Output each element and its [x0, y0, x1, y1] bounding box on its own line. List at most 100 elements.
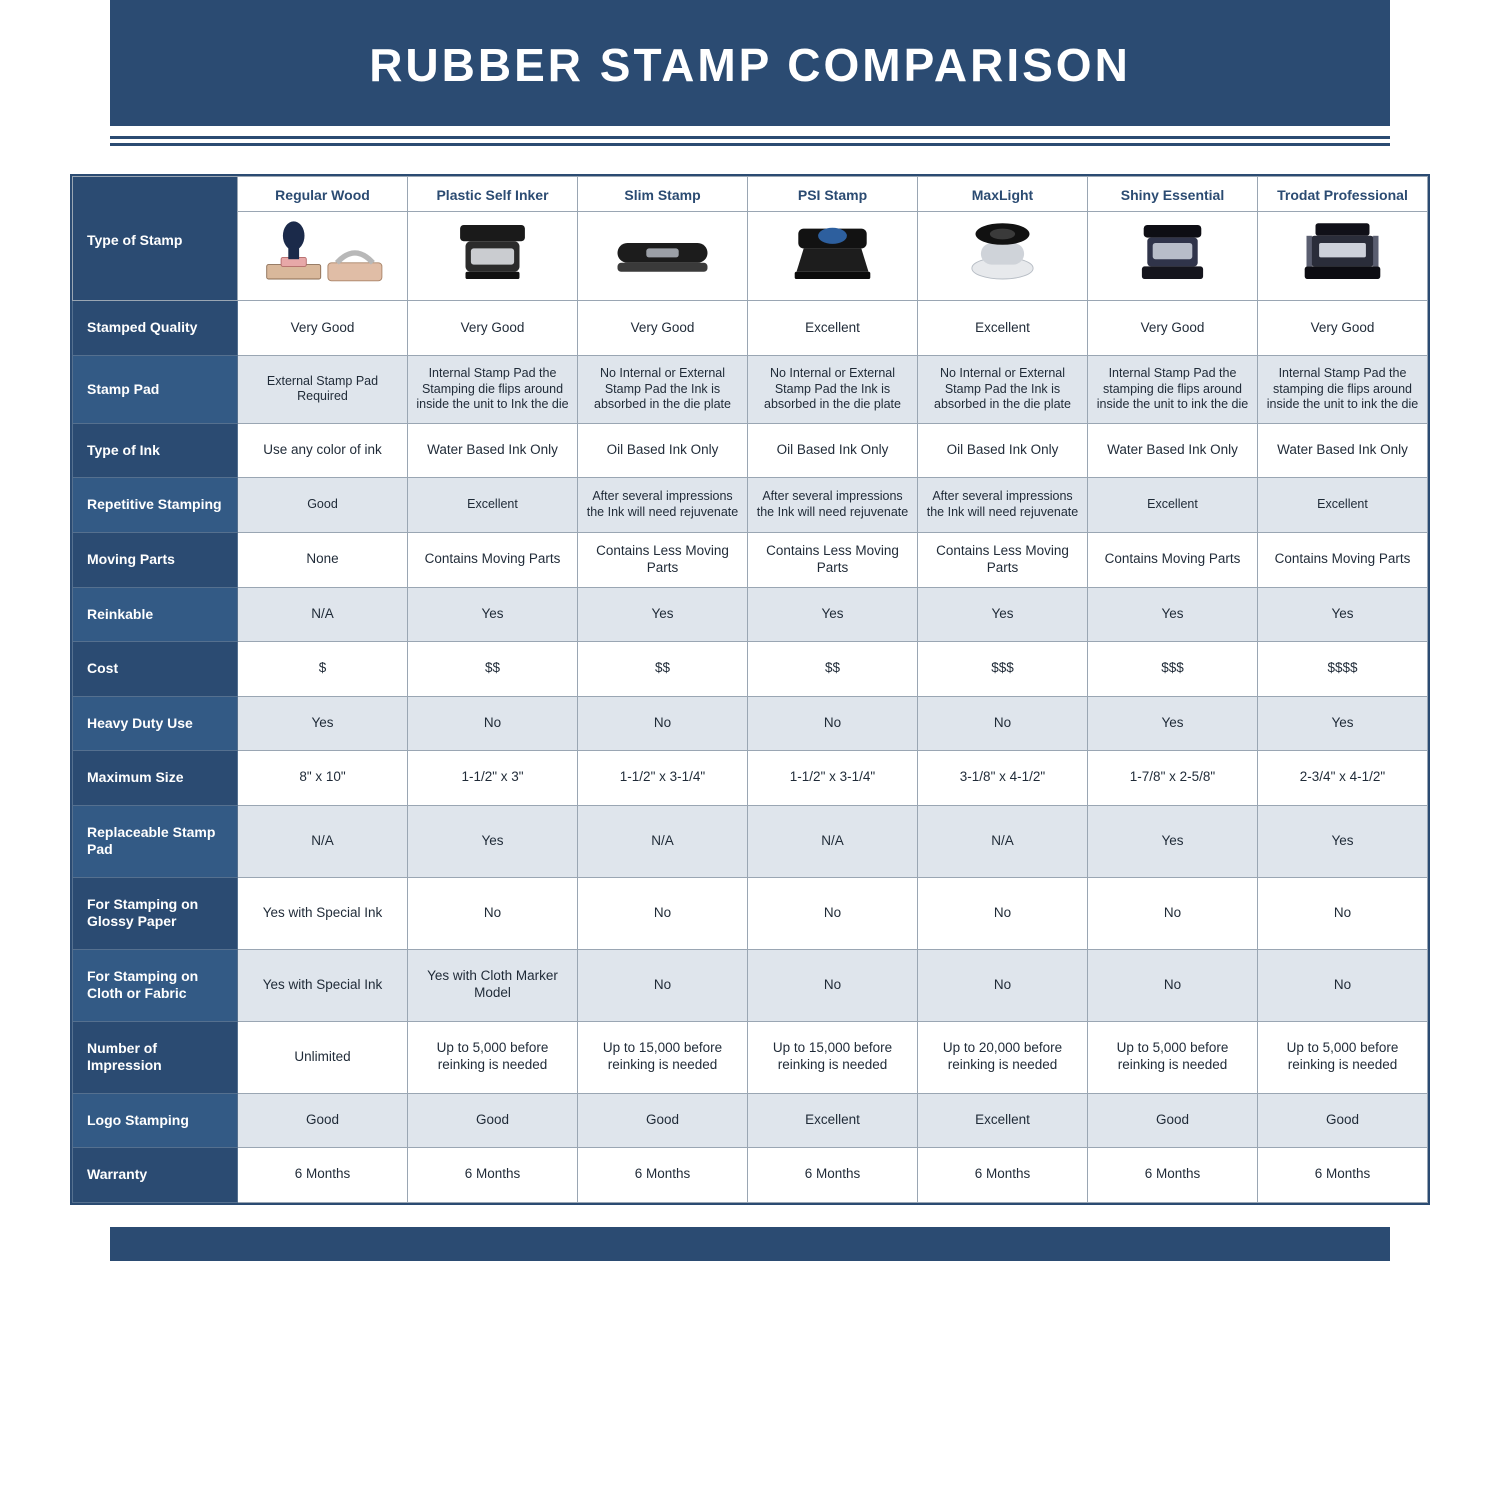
row-label: For Stamping on Cloth or Fabric [73, 949, 238, 1021]
table-cell: Up to 15,000 before reinking is needed [578, 1021, 748, 1093]
table-cell: Up to 5,000 before reinking is needed [1258, 1021, 1428, 1093]
page: RUBBER STAMP COMPARISON Type of Stamp Re… [0, 0, 1500, 1261]
row-label: Maximum Size [73, 751, 238, 806]
table-cell: $$$ [918, 642, 1088, 697]
table-cell: 1-7/8" x 2-5/8" [1088, 751, 1258, 806]
table-cell: Internal Stamp Pad the Stamping die flip… [408, 355, 578, 423]
table-cell: N/A [748, 805, 918, 877]
title-rule [110, 136, 1390, 146]
table-cell: No [748, 877, 918, 949]
table-cell: $$$ [1088, 642, 1258, 697]
footer-bar [110, 1227, 1390, 1261]
table-row: ReinkableN/AYesYesYesYesYesYes [73, 587, 1428, 642]
table-cell: Yes [918, 587, 1088, 642]
table-cell: Yes [1088, 696, 1258, 751]
table-row: For Stamping on Cloth or FabricYes with … [73, 949, 1428, 1021]
row-label: Cost [73, 642, 238, 697]
table-cell: Yes with Special Ink [238, 949, 408, 1021]
col-header: MaxLight [918, 177, 1088, 212]
table-cell: Yes [578, 587, 748, 642]
table-cell: Yes [408, 587, 578, 642]
table-cell: No [408, 696, 578, 751]
table-cell: Contains Moving Parts [1258, 532, 1428, 587]
table-cell: Very Good [238, 301, 408, 356]
trodat-professional-icon [1262, 216, 1423, 288]
table-cell: No [1258, 877, 1428, 949]
row-label: Moving Parts [73, 532, 238, 587]
table-cell: N/A [238, 805, 408, 877]
table-cell: 1-1/2" x 3-1/4" [578, 751, 748, 806]
col-header: PSI Stamp [748, 177, 918, 212]
table-cell: Very Good [1258, 301, 1428, 356]
stamp-image-cell [1258, 211, 1428, 301]
col-header: Regular Wood [238, 177, 408, 212]
table-cell: Contains Less Moving Parts [918, 532, 1088, 587]
stamp-image-cell [238, 211, 408, 301]
table-cell: External Stamp Pad Required [238, 355, 408, 423]
table-cell: Yes [1258, 587, 1428, 642]
table-cell: No [1088, 949, 1258, 1021]
table-cell: $$ [408, 642, 578, 697]
table-row: Stamp PadExternal Stamp Pad RequiredInte… [73, 355, 1428, 423]
table-cell: Good [238, 1093, 408, 1148]
table-cell: Good [1258, 1093, 1428, 1148]
table-cell: Water Based Ink Only [408, 423, 578, 478]
table-cell: Very Good [1088, 301, 1258, 356]
table-cell: Yes [1088, 805, 1258, 877]
table-cell: Yes [1258, 696, 1428, 751]
table-cell: No [1258, 949, 1428, 1021]
table-cell: N/A [238, 587, 408, 642]
table-cell: Contains Moving Parts [1088, 532, 1258, 587]
table-row: Repetitive StampingGoodExcellentAfter se… [73, 478, 1428, 533]
row-label: Repetitive Stamping [73, 478, 238, 533]
table-cell: After several impressions the Ink will n… [578, 478, 748, 533]
table-row: Moving PartsNoneContains Moving PartsCon… [73, 532, 1428, 587]
table-cell: Very Good [408, 301, 578, 356]
stamp-image-cell [1088, 211, 1258, 301]
table-cell: Contains Moving Parts [408, 532, 578, 587]
self-inker-icon [412, 216, 573, 288]
table-cell: Up to 5,000 before reinking is needed [408, 1021, 578, 1093]
table-cell: Contains Less Moving Parts [578, 532, 748, 587]
table-cell: 6 Months [1258, 1148, 1428, 1203]
table-cell: Contains Less Moving Parts [748, 532, 918, 587]
table-cell: Unlimited [238, 1021, 408, 1093]
row-label: Warranty [73, 1148, 238, 1203]
table-row: Maximum Size8" x 10"1-1/2" x 3"1-1/2" x … [73, 751, 1428, 806]
table-cell: 2-3/4" x 4-1/2" [1258, 751, 1428, 806]
table-cell: $$$$ [1258, 642, 1428, 697]
table-cell: Internal Stamp Pad the stamping die flip… [1258, 355, 1428, 423]
table-header-row: Type of Stamp Regular Wood Plastic Self … [73, 177, 1428, 212]
stamp-image-cell [748, 211, 918, 301]
table-cell: No [1088, 877, 1258, 949]
table-row: Type of InkUse any color of inkWater Bas… [73, 423, 1428, 478]
table-cell: Good [408, 1093, 578, 1148]
table-cell: 6 Months [1088, 1148, 1258, 1203]
table-cell: Excellent [408, 478, 578, 533]
table-row: Logo StampingGoodGoodGoodExcellentExcell… [73, 1093, 1428, 1148]
table-cell: 6 Months [748, 1148, 918, 1203]
table-row: Cost$$$$$$$$$$$$$$$$$ [73, 642, 1428, 697]
table-image-row [73, 211, 1428, 301]
psi-stamp-icon [752, 216, 913, 288]
page-title: RUBBER STAMP COMPARISON [369, 39, 1131, 91]
table-cell: 3-1/8" x 4-1/2" [918, 751, 1088, 806]
table-cell: Yes with Cloth Marker Model [408, 949, 578, 1021]
row-label: Replaceable Stamp Pad [73, 805, 238, 877]
row-label: For Stamping on Glossy Paper [73, 877, 238, 949]
table-cell: No [748, 696, 918, 751]
table-cell: $$ [578, 642, 748, 697]
table-row: Heavy Duty UseYesNoNoNoNoYesYes [73, 696, 1428, 751]
table-cell: Water Based Ink Only [1258, 423, 1428, 478]
stamp-image-cell [408, 211, 578, 301]
row-label: Stamped Quality [73, 301, 238, 356]
table-cell: Very Good [578, 301, 748, 356]
table-cell: Yes [1258, 805, 1428, 877]
table-cell: Up to 20,000 before reinking is needed [918, 1021, 1088, 1093]
table-cell: Excellent [1258, 478, 1428, 533]
table-cell: No [578, 696, 748, 751]
row-label: Type of Ink [73, 423, 238, 478]
table-cell: Excellent [918, 1093, 1088, 1148]
col-header: Slim Stamp [578, 177, 748, 212]
row-label: Heavy Duty Use [73, 696, 238, 751]
